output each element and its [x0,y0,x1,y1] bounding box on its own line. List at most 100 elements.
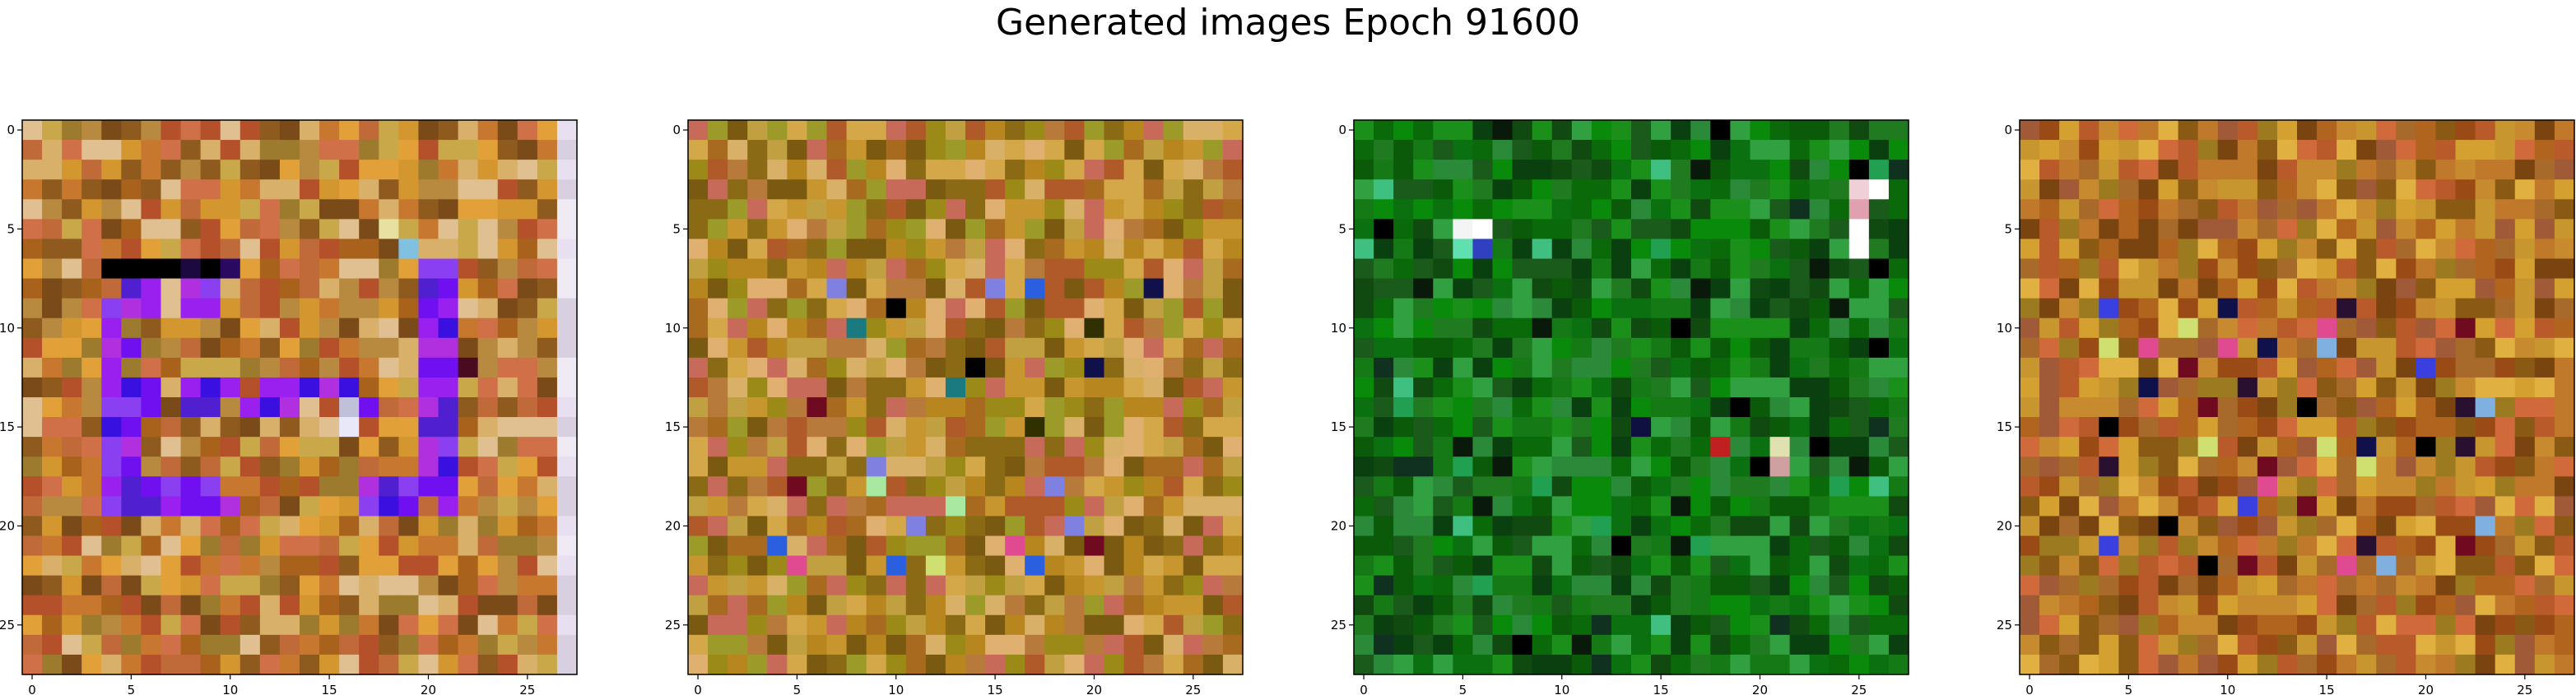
pixel-cell [1354,219,1374,240]
pixel-cell [1690,278,1711,299]
pixel-cell [1025,278,1045,299]
pixel-cell [497,614,518,636]
pixel-cell [2534,199,2555,220]
pixel-cell [497,357,518,378]
pixel-cell [2079,357,2099,378]
pixel-cell [300,397,320,418]
pixel-cell [81,337,102,359]
pixel-cell [1413,377,1434,398]
pixel-cell [787,219,808,240]
pixel-cell [708,258,728,280]
pixel-cell [2514,199,2536,220]
pixel-cell [747,654,768,675]
pixel-cell [1123,456,1145,477]
pixel-cell [886,417,907,438]
pixel-cell [2138,516,2160,537]
pixel-cell [846,337,867,359]
pixel-cell [1202,417,1224,438]
pixel-cell [1868,595,1890,616]
pixel-cell [846,437,867,457]
pixel-cell [2197,654,2219,675]
pixel-cell [259,654,281,675]
x-tick-label: 25 [2517,683,2532,695]
pixel-cell [2276,496,2298,517]
pixel-cell [2356,337,2377,359]
pixel-cell [556,535,578,557]
pixel-cell [1769,614,1791,636]
pixel-cell [2514,258,2536,280]
y-tick-label: 20 [1997,518,2012,533]
pixel-cell [1025,595,1045,616]
pixel-cell [556,120,578,141]
pixel-cell [2396,377,2417,398]
pixel-cell [121,160,142,180]
pixel-cell [1025,614,1045,636]
pixel-cell [1710,575,1731,596]
pixel-cell [846,239,867,260]
pixel-cell [866,337,887,359]
pixel-cell [2356,397,2377,418]
pixel-cell [379,357,399,378]
pixel-cell [1163,437,1184,457]
pixel-cell [1591,357,1612,378]
pixel-cell [688,397,709,418]
pixel-cell [1104,634,1125,656]
pixel-cell [1393,298,1414,319]
pixel-cell [1222,199,1244,220]
pixel-cell [121,634,142,656]
pixel-cell [1005,575,1025,596]
pixel-cell [1848,476,1870,497]
pixel-cell [1571,654,1593,675]
pixel-cell [767,634,788,656]
pixel-cell [1710,377,1731,398]
pixel-cell [925,397,946,418]
pixel-cell [826,219,848,240]
pixel-cell [279,317,300,339]
pixel-cell [1453,654,1474,675]
pixel-cell [556,377,578,398]
pixel-cell [1413,456,1434,477]
pixel-cell [2079,258,2099,280]
pixel-cell [1044,397,1065,418]
pixel-cell [477,614,499,636]
pixel-cell [1512,199,1533,220]
pixel-cell [1123,298,1145,319]
pixel-cell [1730,437,1751,457]
pixel-cell [1611,456,1632,477]
pixel-cell [2158,654,2179,675]
pixel-cell [866,179,887,200]
pixel-cell [2297,654,2318,675]
pixel-cell [1064,595,1086,616]
pixel-cell [1591,317,1612,339]
pixel-cell [537,535,558,557]
pixel-cell [379,140,399,160]
pixel-cell [2099,160,2119,180]
pixel-cell [497,239,518,260]
pixel-cell [1433,555,1453,577]
pixel-cell [1123,317,1145,339]
pixel-cell [846,140,867,160]
pixel-cell [945,496,966,517]
pixel-cell [517,337,538,359]
pixel-cell [1143,317,1165,339]
pixel-cell [2059,496,2080,517]
pixel-cell [925,239,946,260]
pixel-cell [1044,456,1065,477]
pixel-cell [1492,278,1514,299]
pixel-cell [141,437,162,457]
pixel-cell [1571,516,1593,537]
pixel-cell [1123,555,1145,577]
pixel-cell [180,397,202,418]
pixel-cell [62,219,82,240]
pixel-cell [1222,397,1244,418]
pixel-cell [2475,298,2496,319]
pixel-cell [2178,317,2199,339]
pixel-cell [1551,219,1573,240]
pixel-cell [2217,476,2239,497]
pixel-cell [1433,199,1453,220]
pixel-cell [2059,140,2080,160]
pixel-cell [359,654,379,675]
pixel-cell [945,634,966,656]
pixel-cell [866,575,887,596]
pixel-cell [2554,160,2575,180]
